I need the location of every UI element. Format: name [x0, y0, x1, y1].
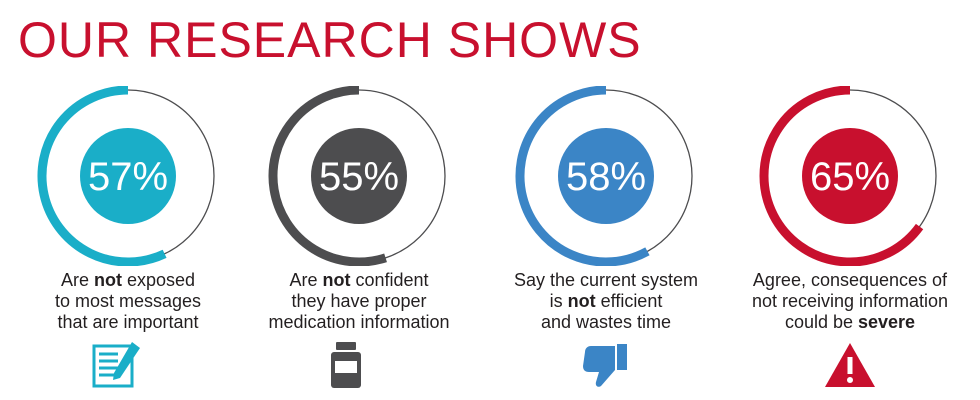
caption-line: and wastes time: [496, 312, 716, 333]
percent-arc: [268, 86, 387, 266]
percent-value: 55%: [319, 155, 399, 199]
stat-block-4: 65% Agree, consequences of not receiving i…: [740, 86, 960, 396]
caption-text: medication information: [268, 312, 450, 332]
warning-triangle-icon: [822, 340, 878, 390]
caption-text: and wastes time: [540, 312, 672, 332]
caption-line: that are important: [18, 312, 238, 333]
percent-arc: [759, 86, 924, 266]
percent-ring: 57%: [37, 86, 215, 266]
caption-text: is: [549, 291, 568, 311]
percent-arc: [515, 86, 650, 266]
percent-value: 65%: [810, 155, 890, 199]
stat-caption: Are not exposed to most messages that are …: [18, 270, 238, 333]
caption-text: to most messages: [54, 291, 202, 311]
stat-caption: Agree, consequences of not receiving info…: [740, 270, 960, 333]
stat-block-2: 55% Are not confident they have proper medi…: [249, 86, 469, 396]
caption-text: not receiving information: [751, 291, 949, 311]
caption-line: to most messages: [18, 291, 238, 312]
caption-line: Are not exposed: [18, 270, 238, 291]
percent-ring: 65%: [759, 86, 937, 266]
caption-text: confident: [350, 270, 429, 290]
caption-line: Agree, consequences of: [740, 270, 960, 291]
caption-text: Agree, consequences of: [752, 270, 948, 290]
thumbs-down-icon: [577, 340, 633, 390]
caption-text: that are important: [57, 312, 199, 332]
page-title: OUR RESEARCH SHOWS: [18, 12, 642, 68]
caption-text: Are: [289, 270, 323, 290]
caption-line: could be severe: [740, 312, 960, 333]
caption-text: Are: [60, 270, 94, 290]
caption-emphasis: not: [567, 291, 596, 311]
caption-line: Say the current system: [496, 270, 716, 291]
stat-block-1: 57% Are not exposed to most messages that a…: [18, 86, 238, 396]
caption-text: efficient: [595, 291, 663, 311]
caption-line: they have proper: [249, 291, 469, 312]
percent-disc: [311, 128, 407, 224]
caption-line: is not efficient: [496, 291, 716, 312]
percent-disc: [80, 128, 176, 224]
percent-ring: 55%: [268, 86, 446, 266]
percent-disc: [558, 128, 654, 224]
stat-caption: Are not confident they have proper medicat…: [249, 270, 469, 333]
medicine-bottle-icon: [318, 340, 374, 390]
stat-block-3: 58% Say the current system is not efficien…: [496, 86, 716, 396]
document-with-pen-icon: [88, 340, 144, 390]
stat-caption: Say the current system is not efficient an…: [496, 270, 716, 333]
caption-text: could be: [784, 312, 858, 332]
caption-emphasis: not: [93, 270, 122, 290]
caption-text: exposed: [121, 270, 196, 290]
caption-text: they have proper: [291, 291, 427, 311]
caption-text: Say the current system: [513, 270, 699, 290]
percent-value: 58%: [566, 155, 646, 199]
caption-line: Are not confident: [249, 270, 469, 291]
caption-line: not receiving information: [740, 291, 960, 312]
caption-emphasis: severe: [858, 312, 916, 332]
caption-line: medication information: [249, 312, 469, 333]
caption-emphasis: not: [322, 270, 351, 290]
percent-ring: 58%: [515, 86, 693, 266]
percent-value: 57%: [88, 155, 168, 199]
percent-arc: [37, 86, 167, 266]
percent-disc: [802, 128, 898, 224]
